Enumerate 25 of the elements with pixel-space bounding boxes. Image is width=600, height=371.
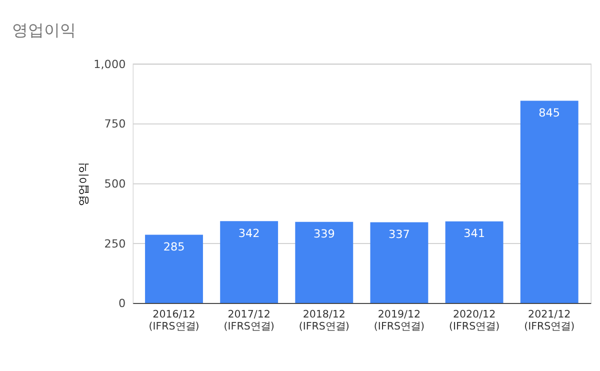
x-tick-label: 2019/12 (IFRS연결) xyxy=(374,308,425,333)
y-tick-label: 1,000 xyxy=(94,58,126,71)
data-label: 341 xyxy=(464,227,485,240)
y-tick-label: 500 xyxy=(104,178,126,191)
data-label: 339 xyxy=(313,228,335,241)
chart-title: 영업이익 xyxy=(12,20,76,40)
y-axis-title: 영업이익 xyxy=(77,162,90,206)
data-label: 285 xyxy=(163,240,185,254)
data-label: 342 xyxy=(238,227,260,240)
x-tick-label: 2016/12 (IFRS연결) xyxy=(148,308,200,333)
x-tick-label: 2017/12 (IFRS연결) xyxy=(224,308,274,333)
x-tick-label: 2018/12 (IFRS연결) xyxy=(298,308,350,333)
bar xyxy=(295,222,354,303)
x-tick-label: 2020/12 (IFRS연결) xyxy=(448,308,500,333)
bar xyxy=(520,100,578,303)
bar xyxy=(145,234,203,303)
bar xyxy=(370,222,428,303)
data-label: 845 xyxy=(538,106,560,120)
y-tick-label: 0 xyxy=(118,297,126,310)
bar xyxy=(220,221,278,303)
data-label: 337 xyxy=(388,228,410,242)
bar xyxy=(445,221,504,303)
y-tick-label: 250 xyxy=(104,237,126,250)
y-tick-label: 750 xyxy=(104,118,126,131)
x-tick-label: 2021/12 (IFRS연결) xyxy=(524,308,575,333)
